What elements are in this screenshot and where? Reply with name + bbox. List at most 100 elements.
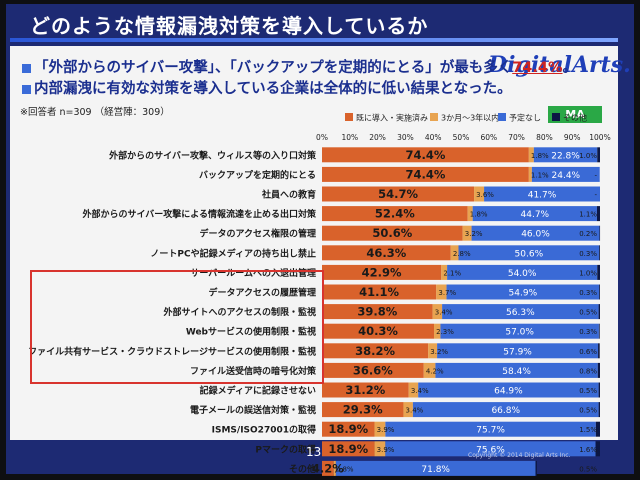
category-label: Webサービスの使用制限・監視 — [186, 326, 316, 338]
bar-segment — [441, 264, 448, 280]
data-label: 0.8% — [579, 367, 597, 375]
data-label: 64.9% — [494, 387, 523, 397]
bar-segment — [450, 245, 459, 261]
bar-segment — [322, 362, 424, 378]
bar-segment — [531, 166, 600, 182]
data-label: 1.1% — [579, 211, 597, 219]
data-label: 52.4% — [375, 207, 415, 221]
bar-segment — [374, 421, 386, 437]
x-tick-label: 50% — [453, 133, 470, 142]
bar-segment — [403, 402, 413, 418]
category-label: 外部サイトへのアクセスの制限・監視 — [162, 306, 316, 318]
data-label: - — [594, 171, 597, 179]
bar-segment — [440, 323, 599, 339]
bar-segment — [599, 284, 600, 300]
bar-segment — [435, 362, 598, 378]
data-label: 3.6% — [476, 191, 494, 199]
data-label: 29.3% — [343, 403, 383, 417]
legend-swatch — [498, 113, 506, 121]
bar-segment — [322, 264, 442, 280]
title-underline — [10, 38, 618, 42]
data-label: 3.9% — [377, 446, 395, 454]
bar-segment — [374, 441, 386, 457]
bar-segment — [533, 147, 598, 163]
data-label: 3.7% — [438, 289, 456, 297]
data-label: 0.2% — [579, 230, 597, 238]
category-label: 社員への教育 — [261, 189, 316, 201]
bar-segment — [408, 382, 419, 398]
data-label: 2.3% — [436, 328, 454, 336]
data-label: 54.7% — [378, 187, 418, 201]
bullet-2-text: 内部漏洩に有効な対策を導入している企業は全体的に低い結果となった。 — [34, 81, 512, 97]
ma-badge: MA — [548, 106, 602, 123]
bar-segment — [322, 166, 529, 182]
category-label: データのアクセス権限の管理 — [199, 228, 316, 240]
category-label: ファイル送受信時の暗号化対策 — [190, 365, 317, 377]
data-label: 74.4% — [405, 148, 445, 162]
bar-segment — [597, 147, 600, 163]
data-label: 66.8% — [491, 406, 520, 416]
bar-segment — [458, 245, 600, 261]
category-label: 記録メディアに記録させない — [200, 385, 316, 397]
data-label: 1.8% — [531, 152, 549, 160]
legend-label: 予定なし — [509, 113, 541, 123]
bar-segment — [412, 402, 599, 418]
bar-segment — [436, 284, 447, 300]
data-label: 0.5% — [579, 465, 597, 473]
bar-segment — [322, 402, 404, 418]
bar-segment — [333, 460, 336, 476]
bar-segment — [598, 343, 600, 359]
bar-segment — [467, 206, 473, 222]
x-tick-label: 70% — [508, 133, 525, 142]
data-label: 75.6% — [476, 445, 505, 455]
bar-segment — [423, 362, 436, 378]
x-tick-label: 30% — [397, 133, 414, 142]
company-logo: DigitalArts. — [488, 52, 631, 78]
category-label: その他 — [289, 463, 316, 475]
bullet-square-icon — [22, 63, 31, 73]
bar-segment — [322, 186, 475, 202]
data-label: 3.2% — [465, 230, 483, 238]
category-label: バックアップを定期的にとる — [199, 169, 316, 181]
data-label: 0.5% — [579, 407, 597, 415]
data-label: 57.0% — [505, 328, 534, 338]
bar-segment — [535, 460, 537, 476]
data-label: 71.8% — [421, 465, 450, 475]
x-tick-label: 20% — [369, 133, 386, 142]
data-label: 58.4% — [502, 367, 531, 377]
data-label: - — [594, 191, 597, 199]
bar-segment — [434, 323, 441, 339]
bar-segment — [322, 460, 334, 476]
bar-segment — [472, 206, 597, 222]
data-label: 24.4% — [552, 171, 581, 181]
data-label: 3.4% — [435, 309, 453, 317]
data-label: 0.3% — [579, 250, 597, 258]
bar-segment — [322, 206, 468, 222]
category-label: ノートPCや記録メディアの持ち出し禁止 — [150, 247, 316, 259]
bar-segment — [598, 323, 600, 339]
category-label: サーバールームへの入退出管理 — [190, 267, 316, 279]
x-tick-label: 90% — [564, 133, 581, 142]
data-label: 1.0% — [579, 269, 597, 277]
bar-segment — [432, 304, 443, 320]
data-label: 38.2% — [355, 344, 395, 358]
x-tick-label: 40% — [425, 133, 442, 142]
data-label: 56.3% — [506, 308, 535, 318]
bar-segment — [322, 245, 451, 261]
bar-segment — [446, 284, 600, 300]
data-label: 0.3% — [579, 328, 597, 336]
data-label: 41.1% — [359, 285, 399, 299]
bar-segment — [418, 382, 599, 398]
bar-segment — [595, 441, 600, 457]
bar-segment — [599, 245, 600, 261]
data-label: 41.7% — [528, 191, 557, 201]
data-label: 18.9% — [328, 442, 368, 456]
bullet-1-highlight: 74.4% — [512, 60, 563, 76]
x-tick-label: 80% — [536, 133, 553, 142]
x-tick-label: 10% — [341, 133, 358, 142]
data-label: 2.1% — [443, 269, 461, 277]
bar-segment — [428, 343, 438, 359]
bar-segment — [322, 304, 433, 320]
data-label: 74.4% — [405, 167, 445, 181]
